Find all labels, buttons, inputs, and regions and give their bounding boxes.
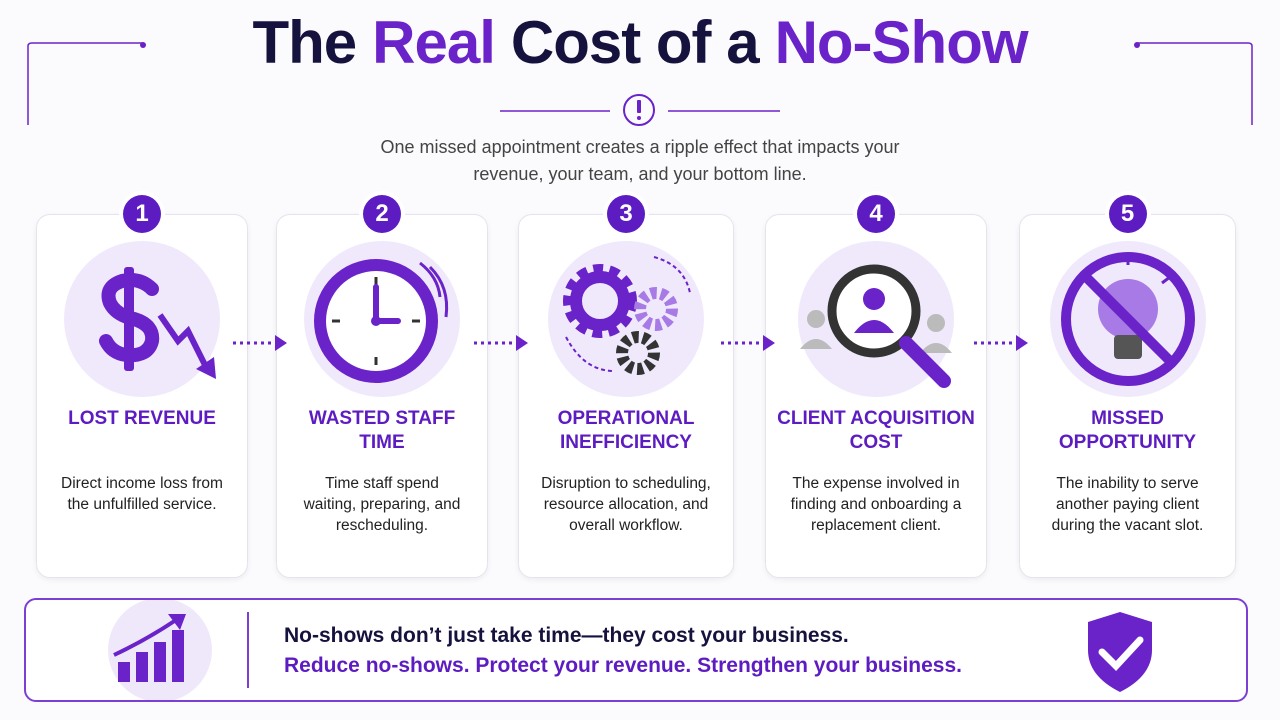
step-number: 5 xyxy=(1108,195,1147,233)
icon-circle xyxy=(570,271,630,331)
step-icon xyxy=(64,241,220,397)
step-icon xyxy=(548,241,704,397)
icon-g xyxy=(118,630,184,682)
flow-arrow xyxy=(720,335,775,351)
step-description: The inability to serve another paying cl… xyxy=(1051,475,1204,534)
step-number: 2 xyxy=(363,195,401,233)
icon-circle xyxy=(807,310,825,328)
step-number: 1 xyxy=(123,195,161,233)
icon-rect xyxy=(154,642,166,682)
icon-path xyxy=(168,614,186,630)
icon-path xyxy=(1088,612,1152,692)
icon-path xyxy=(800,339,832,349)
icon-circle xyxy=(927,314,945,332)
footer-line2: Reduce no-shows. Protect your revenue. S… xyxy=(284,654,962,677)
icon-rect xyxy=(172,630,184,682)
step-icon xyxy=(304,241,460,397)
step-card: 2 WASTED STAFF TIME Time staff spend waiti… xyxy=(276,195,488,578)
icon-line xyxy=(899,336,951,388)
flow-arrow xyxy=(233,335,287,351)
footer-line1: No-shows don’t just take time—they cost … xyxy=(284,624,849,647)
step-number: 4 xyxy=(857,195,895,233)
step-card: 3 OPERATIONAL INEFFICIENCY Disruption to s… xyxy=(518,195,734,578)
icon-circle xyxy=(863,288,885,310)
step-card: 4 CLIENT ACQUISITION COST The expense invo… xyxy=(765,195,987,578)
step-description: Time staff spend waiting, preparing, and… xyxy=(303,475,461,534)
icon-line xyxy=(1081,273,1174,365)
icon-circle xyxy=(140,42,146,48)
title: The Real Cost of a No-Show xyxy=(0,8,1280,77)
icon-rect xyxy=(637,100,641,113)
icon-path xyxy=(1098,636,1144,672)
step-title: CLIENT ACQUISITION COST xyxy=(777,408,975,453)
step-card: 1 LOST REVENUE Direct income loss from the… xyxy=(36,195,248,578)
subtitle: One missed appointment creates a ripple … xyxy=(380,137,900,184)
icon-g xyxy=(332,277,420,365)
step-icon xyxy=(1049,241,1206,397)
icon-g xyxy=(27,42,1253,126)
icon-circle xyxy=(1134,42,1140,48)
icon-path xyxy=(27,42,143,125)
icon-circle xyxy=(827,264,921,358)
icon-line xyxy=(1160,275,1171,285)
footer-icons xyxy=(108,600,1152,700)
step-icon xyxy=(798,241,954,397)
icon-path xyxy=(565,256,691,372)
step-title: LOST REVENUE xyxy=(68,408,216,429)
icon-circle xyxy=(623,94,655,126)
icon-circle xyxy=(371,316,381,326)
icon-circle xyxy=(637,116,641,120)
icon-path xyxy=(762,335,775,351)
step-description: The expense involved in finding and onbo… xyxy=(790,475,962,534)
icon-path xyxy=(196,357,216,379)
icon-path xyxy=(157,313,209,369)
icon-circle xyxy=(1097,279,1158,339)
title-part: Real xyxy=(372,9,496,76)
icon-rect xyxy=(124,267,134,371)
icon-path xyxy=(275,335,287,351)
icon-path xyxy=(113,618,178,657)
icon-path xyxy=(920,343,952,353)
step-title: OPERATIONAL INEFFICIENCY xyxy=(557,408,695,453)
step-title: MISSED OPPORTUNITY xyxy=(1058,408,1197,453)
title-part: Cost of a xyxy=(510,9,760,76)
step-description: Direct income loss from the unfulfilled … xyxy=(61,475,223,513)
step-card: 5 MISSED OPPORTUNITY The inability to serv… xyxy=(1019,195,1236,578)
icon-circle xyxy=(616,331,660,375)
icon-rect xyxy=(118,662,130,682)
icon-rect xyxy=(1113,335,1142,359)
icon-path xyxy=(854,320,894,333)
icon-path xyxy=(516,335,528,351)
step-title: WASTED STAFF TIME xyxy=(308,408,456,453)
footer: No-shows don’t just take time—they cost … xyxy=(24,598,1248,702)
icon-path xyxy=(1137,42,1253,125)
icon-path xyxy=(419,261,449,318)
step-number: 3 xyxy=(607,195,645,233)
flow-arrow xyxy=(474,335,528,351)
icon-circle xyxy=(634,287,678,331)
step-description: Disruption to scheduling, resource alloc… xyxy=(541,475,711,534)
icon-path xyxy=(1016,335,1028,351)
flow-arrow xyxy=(974,335,1028,351)
icon-rect xyxy=(136,652,148,682)
title-part: No-Show xyxy=(774,9,1029,76)
title-part: The xyxy=(252,9,357,76)
